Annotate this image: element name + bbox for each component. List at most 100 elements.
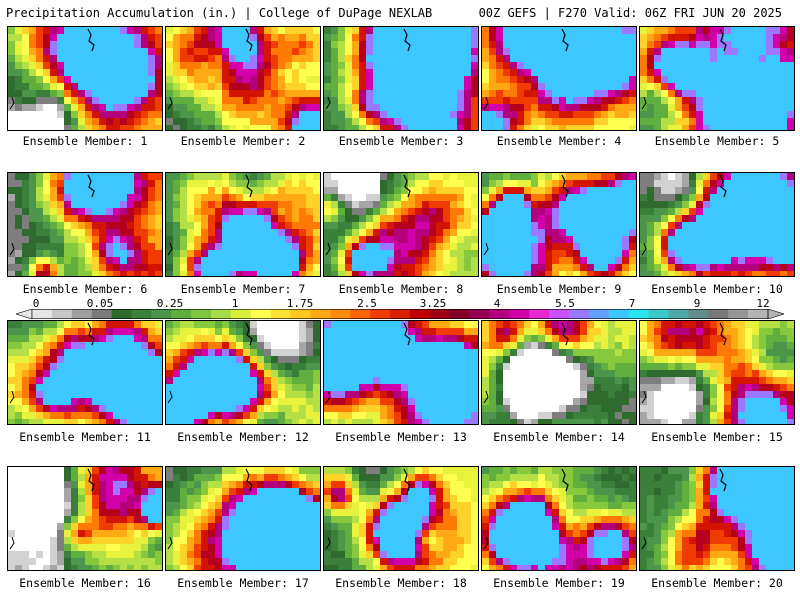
colorbar-segment bbox=[131, 309, 152, 319]
coastline-line bbox=[483, 536, 489, 550]
colorbar-segment bbox=[668, 309, 689, 319]
colorbar-tick-label: 0.05 bbox=[86, 297, 114, 310]
ensemble-member-label: Ensemble Member: 8 bbox=[338, 282, 464, 296]
colorbar-tick-label: 1 bbox=[231, 297, 239, 310]
ensemble-member-label: Ensemble Member: 1 bbox=[22, 134, 148, 148]
ensemble-map-panel bbox=[165, 320, 321, 425]
ensemble-map-panel bbox=[481, 26, 637, 131]
colorbar-segment bbox=[390, 309, 411, 319]
colorbar-segment bbox=[429, 309, 451, 319]
coastline-line bbox=[641, 390, 647, 404]
ensemble-member-label: Ensemble Member: 7 bbox=[180, 282, 306, 296]
precipitation-field-map bbox=[324, 321, 478, 424]
precipitation-field-map bbox=[482, 27, 636, 130]
ensemble-member-label: Ensemble Member: 10 bbox=[651, 282, 783, 296]
coastline-line bbox=[483, 242, 489, 256]
ensemble-map-panel bbox=[639, 320, 795, 425]
colorbar-segment bbox=[529, 309, 550, 319]
ensemble-member-label: Ensemble Member: 14 bbox=[493, 430, 625, 444]
ensemble-member-label: Ensemble Member: 2 bbox=[180, 134, 306, 148]
precipitation-field-map bbox=[166, 27, 320, 130]
colorbar-segment bbox=[330, 309, 351, 319]
coastline-line bbox=[403, 468, 411, 492]
precipitation-field-map bbox=[166, 467, 320, 570]
colorbar-tick-label: 1.75 bbox=[286, 297, 314, 310]
precipitation-field-map bbox=[8, 173, 162, 276]
precipitation-field-map bbox=[166, 173, 320, 276]
ensemble-member-label: Ensemble Member: 19 bbox=[493, 576, 625, 590]
colorbar-segment bbox=[409, 309, 431, 319]
ensemble-member-label: Ensemble Member: 20 bbox=[651, 576, 783, 590]
ensemble-map-panel bbox=[323, 26, 479, 131]
ensemble-map-panel bbox=[481, 172, 637, 277]
ensemble-map-panel bbox=[165, 26, 321, 131]
colorbar-segment bbox=[728, 309, 749, 319]
coastline-line bbox=[403, 28, 411, 52]
coastline-line bbox=[325, 536, 331, 550]
coastline-line bbox=[641, 96, 647, 110]
coastline-line bbox=[719, 28, 727, 52]
ensemble-member-label: Ensemble Member: 18 bbox=[335, 576, 467, 590]
coastline-line bbox=[9, 390, 15, 404]
colorbar-segment bbox=[449, 309, 470, 319]
model-valid-time: 00Z GEFS | F270 Valid: 06Z FRI JUN 20 20… bbox=[478, 6, 782, 20]
colorbar-segment bbox=[350, 309, 371, 319]
coastline-line bbox=[87, 174, 95, 198]
coastline-line bbox=[245, 468, 253, 492]
colorbar-segment bbox=[51, 309, 73, 319]
coastline-line bbox=[719, 174, 727, 198]
precipitation-field-map bbox=[482, 467, 636, 570]
coastline-line bbox=[561, 174, 569, 198]
coastline-line bbox=[245, 28, 253, 52]
ensemble-member-label: Ensemble Member: 13 bbox=[335, 430, 467, 444]
ensemble-map-panel bbox=[481, 320, 637, 425]
precipitation-field-map bbox=[324, 27, 478, 130]
precipitation-field-map bbox=[8, 321, 162, 424]
coastline-line bbox=[561, 28, 569, 52]
ensemble-member-label: Ensemble Member: 6 bbox=[22, 282, 148, 296]
colorbar-segment bbox=[588, 309, 610, 319]
ensemble-member-label: Ensemble Member: 16 bbox=[19, 576, 151, 590]
ensemble-map-panel bbox=[7, 466, 163, 571]
coastline-line bbox=[403, 174, 411, 198]
colorbar-segment bbox=[111, 309, 132, 319]
colorbar-tick-label: 2.5 bbox=[357, 297, 377, 310]
coastline-line bbox=[719, 322, 727, 346]
colorbar-tick-label: 12 bbox=[756, 297, 770, 310]
colorbar-segment bbox=[290, 309, 311, 319]
ensemble-member-label: Ensemble Member: 5 bbox=[654, 134, 780, 148]
colorbar-segment bbox=[569, 309, 590, 319]
coastline-line bbox=[245, 322, 253, 346]
precipitation-field-map bbox=[640, 467, 794, 570]
coastline-line bbox=[167, 96, 173, 110]
coastline-line bbox=[325, 390, 331, 404]
colorbar-min-arrow bbox=[16, 309, 33, 319]
precipitation-field-map bbox=[324, 467, 478, 570]
colorbar-segment bbox=[708, 309, 729, 319]
colorbar-segment bbox=[32, 309, 53, 319]
colorbar-segment bbox=[489, 309, 510, 319]
ensemble-member-label: Ensemble Member: 12 bbox=[177, 430, 309, 444]
coastline-line bbox=[483, 390, 489, 404]
coastline-line bbox=[87, 28, 95, 52]
coastline-line bbox=[167, 390, 173, 404]
precipitation-field-map bbox=[324, 173, 478, 276]
colorbar-tick-label: 4 bbox=[493, 297, 501, 310]
precipitation-field-map bbox=[640, 173, 794, 276]
coastline-line bbox=[167, 242, 173, 256]
ensemble-member-label: Ensemble Member: 11 bbox=[19, 430, 151, 444]
ensemble-member-label: Ensemble Member: 3 bbox=[338, 134, 464, 148]
coastline-line bbox=[561, 468, 569, 492]
colorbar-segment bbox=[230, 309, 252, 319]
coastline-line bbox=[9, 536, 15, 550]
ensemble-member-label: Ensemble Member: 15 bbox=[651, 430, 783, 444]
coastline-line bbox=[9, 96, 15, 110]
coastline-line bbox=[87, 468, 95, 492]
precipitation-field-map bbox=[482, 321, 636, 424]
ensemble-map-panel bbox=[323, 466, 479, 571]
colorbar-segment bbox=[549, 309, 570, 319]
colorbar-segment bbox=[171, 309, 192, 319]
ensemble-map-panel bbox=[7, 26, 163, 131]
ensemble-member-label: Ensemble Member: 9 bbox=[496, 282, 622, 296]
ensemble-member-label: Ensemble Member: 17 bbox=[177, 576, 309, 590]
